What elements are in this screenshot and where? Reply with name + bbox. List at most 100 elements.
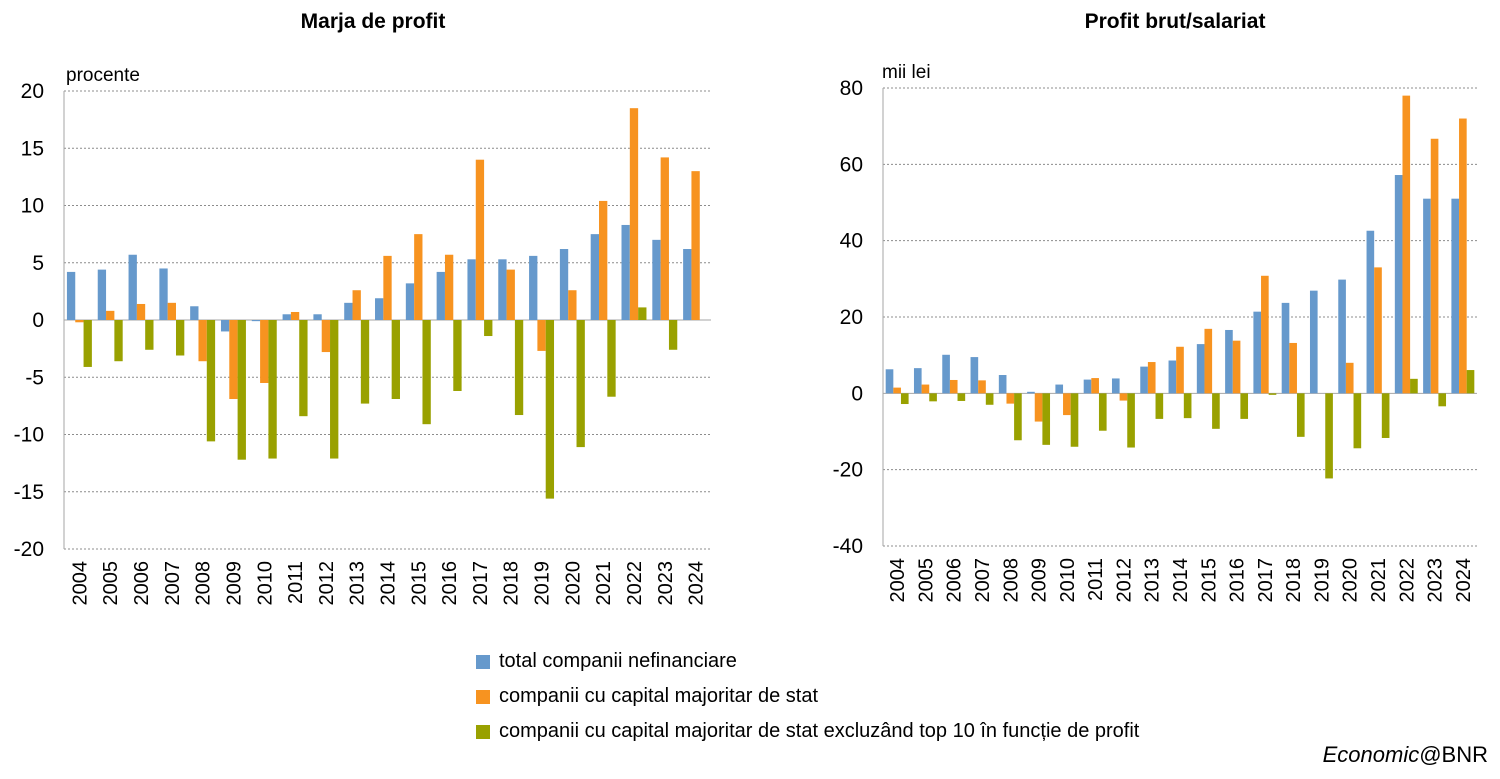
x-tick-label: 2012 — [316, 561, 338, 606]
bar-total — [1225, 329, 1233, 394]
x-tick-label: 2024 — [1453, 558, 1475, 603]
bar-total — [251, 320, 261, 322]
bar-total — [590, 234, 600, 321]
bar-total — [998, 375, 1007, 394]
chart-2: Profit brut/salariat mii lei -40 -20 0 20 40 60… — [833, 10, 1477, 603]
bar-excl — [206, 320, 216, 442]
x-tick-label: 2014 — [378, 561, 400, 606]
y-tick-label: 5 — [32, 252, 44, 275]
x-tick-label: 2010 — [1057, 558, 1079, 603]
bar-excl — [1212, 393, 1220, 429]
chart-title: Marja de profit — [301, 10, 446, 33]
bar-total — [652, 239, 661, 320]
legend-label-stat: companii cu capital majoritar de stat — [499, 685, 819, 707]
x-tick-label: 2010 — [254, 561, 276, 606]
y-tick-label: 60 — [840, 153, 863, 176]
legend-swatch-stat — [476, 689, 490, 704]
bar-stat — [106, 310, 115, 320]
x-tick-label: 2011 — [285, 561, 307, 604]
bar-stat — [383, 255, 392, 320]
bar-stat — [414, 234, 423, 321]
bar-excl — [1014, 393, 1022, 441]
bar-total — [942, 354, 950, 394]
bar-excl — [391, 320, 400, 399]
bar-excl — [422, 320, 431, 425]
bar-excl — [1240, 393, 1249, 419]
bar-excl — [607, 320, 616, 397]
bar-stat — [1374, 267, 1382, 394]
bar-stat — [949, 379, 958, 394]
bar-total — [529, 255, 538, 320]
x-tick-label: 2015 — [408, 561, 430, 606]
bar-excl — [668, 320, 678, 350]
bar-stat — [1430, 138, 1439, 394]
bar-stat — [691, 171, 700, 320]
bar-stat — [1204, 328, 1213, 394]
bar-stat — [629, 108, 639, 321]
bar-total — [621, 224, 630, 320]
x-tick-label: 2008 — [1000, 558, 1022, 603]
bar-stat — [660, 157, 669, 320]
bar-excl — [1438, 393, 1447, 407]
bar-excl — [576, 320, 585, 448]
bar-excl — [1381, 393, 1390, 438]
x-tick-label: 2024 — [686, 561, 708, 606]
x-tick-label: 2020 — [1340, 558, 1362, 603]
bar-excl — [1042, 393, 1051, 445]
bar-total — [1196, 344, 1205, 394]
bar-stat — [1459, 118, 1467, 394]
y-tick-label: 20 — [21, 80, 44, 103]
bar-stat — [1176, 346, 1184, 394]
x-tick-label: 2017 — [1255, 558, 1277, 603]
bar-total — [1055, 384, 1064, 394]
x-tick-label: 2012 — [1113, 558, 1135, 603]
bar-total — [405, 283, 415, 320]
bar-excl — [514, 320, 524, 416]
bar-excl — [1127, 393, 1135, 448]
x-tick-label: 2020 — [562, 561, 584, 606]
legend-label-total: total companii nefinanciare — [499, 650, 737, 672]
x-tick-label: 2017 — [470, 561, 492, 606]
x-tick-label: 2015 — [1198, 558, 1220, 603]
bar-excl — [299, 320, 308, 417]
bar-stat — [75, 320, 84, 323]
bar-excl — [145, 320, 154, 350]
bar-total — [1140, 366, 1148, 394]
x-tick-label: 2018 — [501, 561, 523, 606]
bar-total — [1111, 378, 1120, 394]
legend-swatch-excl — [476, 724, 490, 739]
x-tick-label: 2022 — [1396, 558, 1418, 603]
x-tick-label: 2019 — [1311, 558, 1333, 603]
y-tick-label: -20 — [833, 459, 863, 482]
bar-total — [66, 271, 76, 320]
bar-excl — [114, 320, 123, 362]
bar-excl — [1098, 393, 1107, 431]
bar-total — [282, 314, 291, 320]
bar-stat — [167, 302, 176, 320]
bar-total — [97, 269, 107, 320]
y-tick-label: 40 — [840, 230, 863, 253]
bar-stat — [978, 380, 986, 394]
bar-stat — [290, 311, 300, 320]
bar-stat — [506, 269, 515, 320]
bar-excl — [83, 320, 92, 367]
bar-total — [683, 249, 692, 320]
bar-excl — [453, 320, 462, 391]
bar-stat — [921, 384, 930, 394]
bar-stat — [893, 387, 901, 394]
bar-total — [1281, 302, 1290, 394]
bar-total — [559, 249, 569, 320]
legend-item-excl: companii cu capital majoritar de stat ex… — [476, 714, 1139, 749]
x-tick-label: 2022 — [624, 561, 646, 606]
x-tick-label: 2011 — [1085, 558, 1107, 601]
bar-excl — [175, 320, 185, 356]
bar-excl — [545, 320, 555, 499]
bar-excl — [237, 320, 246, 460]
bar-stat — [475, 159, 485, 320]
x-tick-label: 2016 — [1227, 558, 1249, 603]
bar-stat — [229, 320, 238, 399]
bar-total — [344, 302, 353, 320]
legend-item-stat: companii cu capital majoritar de stat — [476, 679, 1139, 714]
bar-excl — [1155, 393, 1164, 419]
bar-stat — [599, 200, 608, 320]
